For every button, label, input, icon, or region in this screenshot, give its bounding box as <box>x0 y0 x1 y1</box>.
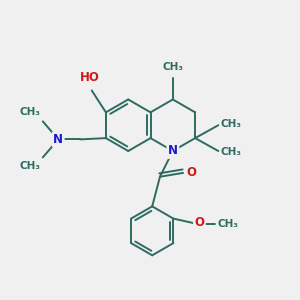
Text: CH₃: CH₃ <box>217 218 238 229</box>
Text: HO: HO <box>80 70 100 83</box>
Text: CH₃: CH₃ <box>220 147 241 157</box>
Text: N: N <box>168 145 178 158</box>
Text: CH₃: CH₃ <box>220 119 241 129</box>
Text: CH₃: CH₃ <box>20 107 41 117</box>
Text: N: N <box>53 133 63 146</box>
Text: CH₃: CH₃ <box>20 161 41 171</box>
Text: O: O <box>186 167 196 179</box>
Text: O: O <box>194 216 204 229</box>
Text: CH₃: CH₃ <box>162 61 183 72</box>
